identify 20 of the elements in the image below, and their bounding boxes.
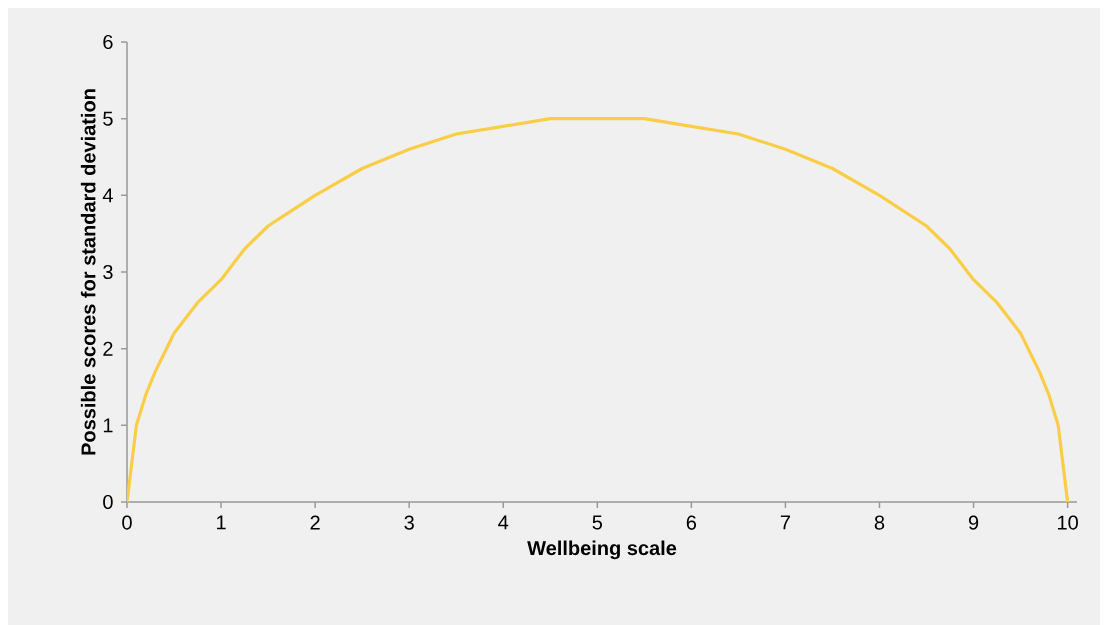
x-axis-title: Wellbeing scale bbox=[527, 540, 677, 560]
x-tick-label: 1 bbox=[217, 515, 226, 530]
y-tick-label: 5 bbox=[103, 111, 113, 126]
x-tick-label: 4 bbox=[498, 515, 509, 530]
x-tick-label: 0 bbox=[122, 515, 132, 530]
y-tick-label: 6 bbox=[103, 34, 113, 50]
x-tick-label: 10 bbox=[1058, 515, 1078, 530]
y-tick-label: 3 bbox=[103, 264, 113, 280]
y-axis-title: Possible scores for standard deviation bbox=[80, 89, 96, 455]
x-tick-label: 3 bbox=[404, 515, 414, 530]
x-tick-label: 6 bbox=[686, 515, 697, 530]
x-tick-label: 2 bbox=[310, 515, 320, 530]
x-tick-label: 9 bbox=[968, 515, 979, 530]
y-tick-label: 0 bbox=[103, 494, 113, 510]
y-tick-label: 1 bbox=[103, 418, 113, 433]
x-tick-label: 8 bbox=[874, 515, 885, 530]
y-tick-label: 4 bbox=[102, 188, 113, 203]
y-tick-label: 2 bbox=[103, 341, 113, 356]
x-tick-label: 5 bbox=[592, 515, 603, 530]
x-tick-label: 7 bbox=[780, 515, 790, 530]
